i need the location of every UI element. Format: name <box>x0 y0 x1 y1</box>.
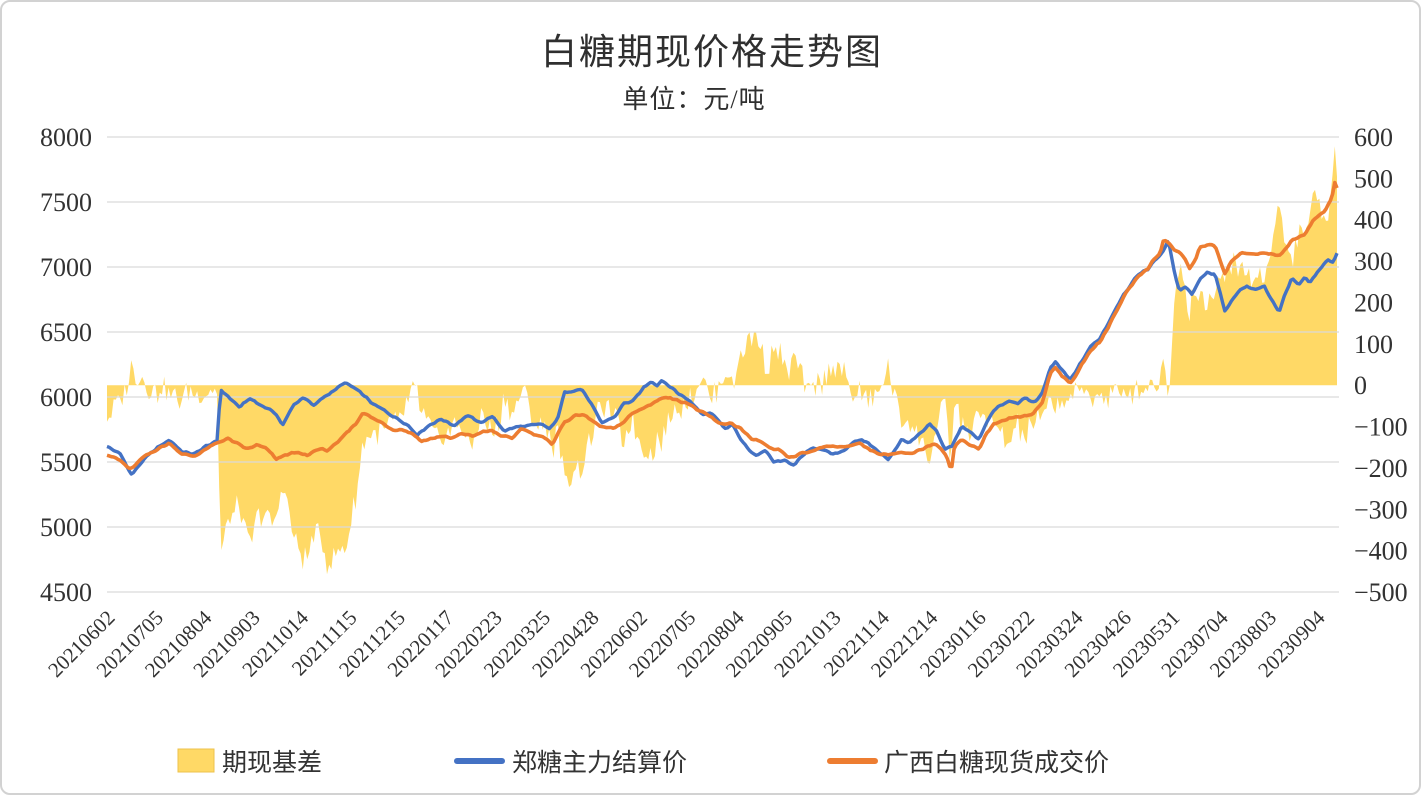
y-axis-left: 8000 7500 7000 6500 6000 5500 5000 4500 <box>40 123 92 607</box>
y-right-tick-label: 300 <box>1354 247 1393 276</box>
y-right-tick-label: 600 <box>1354 123 1393 152</box>
y-left-tick-label: 6000 <box>40 383 92 412</box>
legend-basis-label: 期现基差 <box>222 749 322 777</box>
legend-item-basis: 期现基差 <box>177 748 322 777</box>
y-right-tick-label: −300 <box>1354 495 1408 524</box>
y-right-tick-label: −100 <box>1354 413 1408 442</box>
y-right-tick-label: 200 <box>1354 289 1393 318</box>
legend-futures-label: 郑糖主力结算价 <box>512 749 687 777</box>
chart-subtitle: 单位：元/吨 <box>622 85 765 114</box>
y-left-tick-label: 6500 <box>40 318 92 347</box>
legend-item-spot: 广西白糖现货成交价 <box>827 749 1109 777</box>
chart-title: 白糖期现价格走势图 <box>541 32 883 72</box>
y-right-tick-label: 400 <box>1354 206 1393 235</box>
legend-spot-label: 广西白糖现货成交价 <box>884 749 1109 777</box>
y-right-tick-label: −400 <box>1354 537 1408 566</box>
basis-area-series <box>107 146 1337 575</box>
spot-line <box>106 180 1339 471</box>
y-right-tick-label: 100 <box>1354 330 1393 359</box>
y-right-tick-label: −500 <box>1354 578 1408 607</box>
y-left-tick-label: 4500 <box>40 578 92 607</box>
y-left-tick-label: 7000 <box>40 253 92 282</box>
price-line-series <box>106 180 1339 476</box>
y-right-tick-label: −200 <box>1354 454 1408 483</box>
x-axis: 2021060220210705202108042021090320211014… <box>43 605 1330 682</box>
basis-area <box>107 146 1337 575</box>
basis-swatch <box>177 748 215 773</box>
y-left-tick-label: 5000 <box>40 513 92 542</box>
y-left-tick-label: 7500 <box>40 188 92 217</box>
y-right-tick-label: 0 <box>1354 371 1367 400</box>
y-left-tick-label: 8000 <box>40 123 92 152</box>
y-right-tick-label: 500 <box>1354 164 1393 193</box>
legend: 期现基差 郑糖主力结算价 广西白糖现货成交价 <box>177 748 1109 777</box>
y-axis-right: 600 500 400 300 200 100 0 −100 −200 −300 −400 −500 <box>1354 123 1408 607</box>
gridlines <box>107 136 1339 593</box>
y-left-tick-label: 5500 <box>40 448 92 477</box>
legend-item-futures: 郑糖主力结算价 <box>454 749 687 777</box>
